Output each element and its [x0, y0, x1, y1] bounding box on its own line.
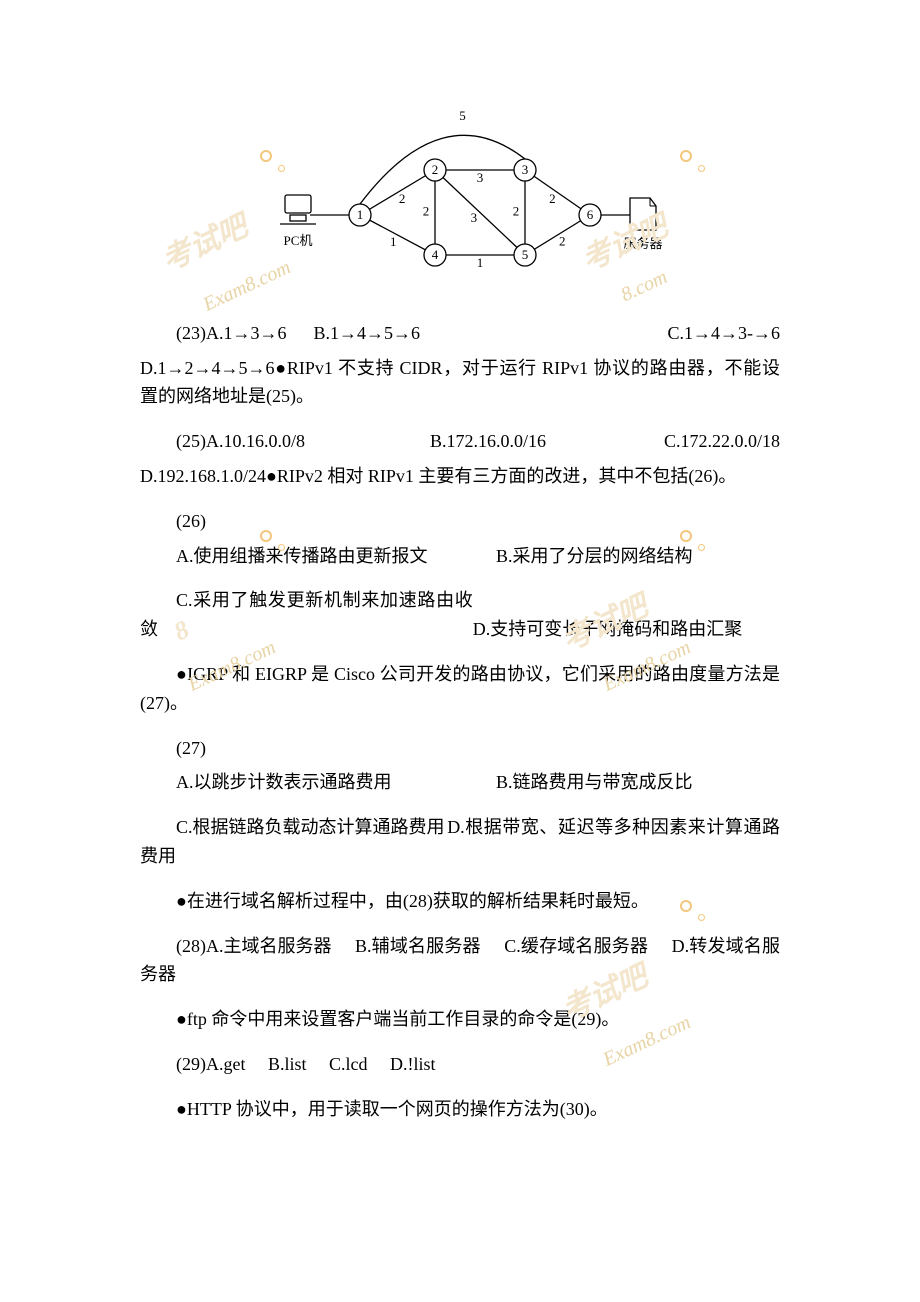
q30-intro: ●HTTP 协议中，用于读取一个网页的操作方法为(30)。 — [140, 1095, 780, 1124]
q27-c: C.根据链路负载动态计算通路费用 — [140, 813, 447, 842]
svg-text:服务器: 服务器 — [623, 236, 662, 251]
q27-intro: ●IGRP 和 EIGRP 是 Cisco 公司开发的路由协议，它们采用的路由度… — [140, 660, 780, 718]
q26-a: A.使用组播来传播路由更新报文 — [140, 542, 460, 571]
q23-a: A.1→3→6 — [206, 323, 287, 343]
q27-prefix-row: (27) — [140, 734, 780, 763]
q26-c: C.采用了触发更新机制来加速路由收敛 — [140, 586, 473, 644]
q29-intro: ●ftp 命令中用来设置客户端当前工作目录的命令是(29)。 — [140, 1005, 780, 1034]
q23-d: D.1→2→4→5→6 — [140, 358, 275, 378]
svg-text:2: 2 — [549, 191, 556, 206]
svg-text:2: 2 — [513, 203, 520, 218]
svg-text:1: 1 — [357, 207, 364, 222]
q27-row-ab: A.以跳步计数表示通路费用 B.链路费用与带宽成反比 — [140, 768, 780, 797]
q29-row: (29)A.get B.list C.lcd D.!list — [140, 1050, 780, 1079]
q23-c: C.1→4→3-→6 — [668, 319, 781, 348]
q25-c: C.172.22.0.0/18 — [664, 427, 780, 456]
svg-text:3: 3 — [522, 162, 529, 177]
q29-c: C.lcd — [329, 1054, 368, 1074]
svg-text:6: 6 — [587, 207, 594, 222]
q28-a: A.主域名服务器 — [206, 936, 332, 956]
svg-text:1: 1 — [390, 234, 397, 249]
svg-text:PC机: PC机 — [284, 233, 313, 248]
q29-b: B.list — [268, 1054, 307, 1074]
q27-row-cd: C.根据链路负载动态计算通路费用D.根据带宽、延迟等多种因素来计算通路费用 — [140, 813, 780, 871]
q27-prefix: (27) — [176, 738, 206, 758]
q28-c: C.缓存域名服务器 — [504, 936, 648, 956]
svg-text:4: 4 — [432, 247, 439, 262]
svg-text:3: 3 — [477, 170, 484, 185]
q23-b: B.1→4→5→6 — [314, 323, 421, 343]
q25-prefix: (25) — [176, 431, 206, 451]
svg-text:5: 5 — [522, 247, 529, 262]
q26-row-ab: A.使用组播来传播路由更新报文 B.采用了分层的网络结构 — [140, 542, 780, 571]
svg-text:2: 2 — [423, 203, 430, 218]
q25-d: D.192.168.1.0/24 — [140, 466, 266, 486]
q23-line2: D.1→2→4→5→6●RIPv1 不支持 CIDR，对于运行 RIPv1 协议… — [140, 354, 780, 412]
q27-b: B.链路费用与带宽成反比 — [460, 768, 780, 797]
q26-b: B.采用了分层的网络结构 — [460, 542, 780, 571]
q26-d: D.支持可变长子网掩码和路由汇聚 — [473, 619, 743, 639]
q29-a: A.get — [206, 1054, 246, 1074]
q26-intro: ●RIPv2 相对 RIPv1 主要有三方面的改进，其中不包括(26)。 — [266, 466, 736, 486]
q23-row: (23)A.1→3→6 B.1→4→5→6 C.1→4→3-→6 — [140, 319, 780, 348]
q29-d: D.!list — [390, 1054, 436, 1074]
q25-a: A.10.16.0.0/8 — [206, 431, 305, 451]
q27-a: A.以跳步计数表示通路费用 — [140, 768, 460, 797]
q26-row-cd: C.采用了触发更新机制来加速路由收敛D.支持可变长子网掩码和路由汇聚 — [140, 586, 780, 644]
q25-row1: (25)A.10.16.0.0/8 B.172.16.0.0/16 C.172.… — [140, 427, 780, 456]
svg-text:2: 2 — [559, 234, 566, 249]
svg-text:2: 2 — [399, 191, 406, 206]
q28-prefix: (28) — [176, 936, 206, 956]
q26-prefix: (26) — [176, 511, 206, 531]
q25-b: B.172.16.0.0/16 — [430, 427, 546, 456]
svg-text:1: 1 — [477, 255, 484, 270]
q29-prefix: (29) — [176, 1054, 206, 1074]
q23-prefix: (23) — [176, 323, 206, 343]
svg-text:2: 2 — [432, 162, 439, 177]
q28-row: (28)A.主域名服务器 B.辅域名服务器 C.缓存域名服务器 D.转发域名服务… — [140, 932, 780, 990]
q28-b: B.辅域名服务器 — [355, 936, 481, 956]
svg-text:5: 5 — [459, 108, 466, 123]
svg-text:3: 3 — [471, 210, 478, 225]
q25-row2: D.192.168.1.0/24●RIPv2 相对 RIPv1 主要有三方面的改… — [140, 462, 780, 491]
network-diagram: 5 2 1 3 2 3 2 2 1 2 PC机 服务器 1 2 3 4 5 6 — [140, 100, 780, 309]
